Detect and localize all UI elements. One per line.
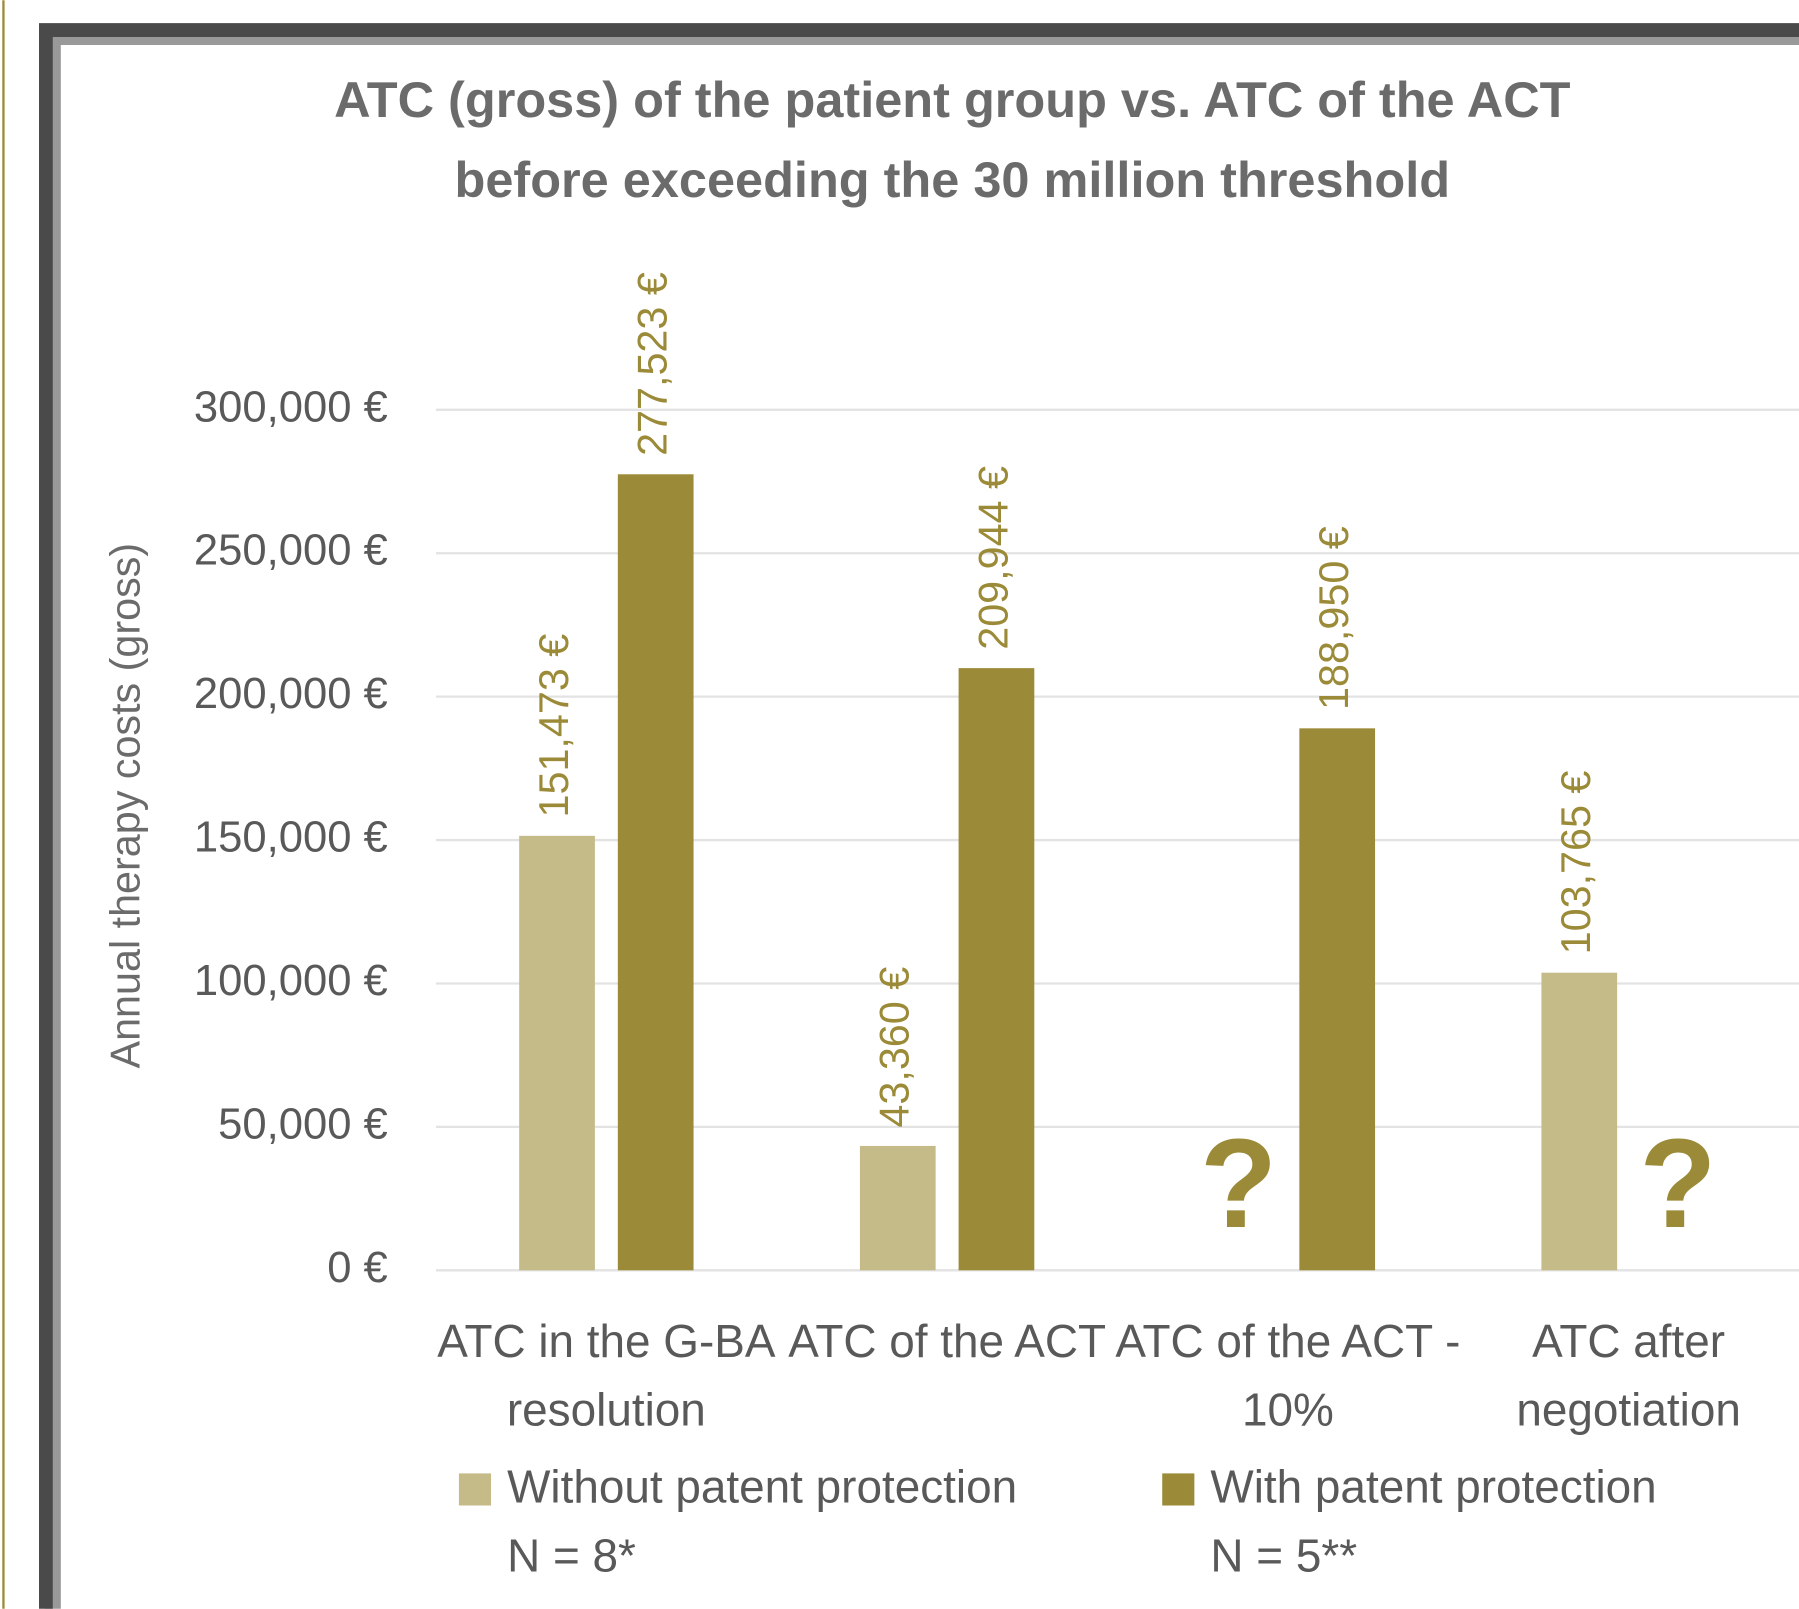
legend-note: N = 8* — [507, 1530, 636, 1582]
bar — [958, 668, 1035, 1271]
y-tick-label: 150,000 € — [194, 814, 388, 862]
y-tick-label: 250,000 € — [194, 527, 388, 575]
legend-note: N = 5** — [1210, 1530, 1357, 1582]
data-label: 209,944 € — [970, 466, 1016, 650]
frame — [39, 23, 1799, 1609]
x-tick-label: ATC of the ACT -10% — [1115, 1315, 1460, 1436]
bar — [1541, 972, 1618, 1271]
x-tick-label: ATC in the G-BA resolution — [437, 1315, 776, 1436]
bar — [519, 835, 595, 1271]
legend-label: With patent protection — [1210, 1461, 1656, 1513]
x-tick-label: ATC after negotiation — [1516, 1315, 1740, 1436]
data-label: 277,523 € — [630, 272, 676, 456]
data-label: 103,765 € — [1553, 771, 1599, 955]
legend-swatch — [458, 1473, 492, 1506]
y-tick-label: 200,000 € — [194, 670, 388, 718]
x-tick-label: ATC of the ACT — [788, 1315, 1106, 1367]
legend-label: Without patent protection — [507, 1461, 1017, 1513]
y-tick-label: 50,000 € — [218, 1100, 388, 1148]
bar — [859, 1145, 936, 1271]
data-label: 188,950 € — [1311, 526, 1357, 710]
legend-swatch — [1162, 1473, 1195, 1506]
y-tick-label: 100,000 € — [194, 957, 388, 1005]
bar — [617, 474, 694, 1271]
bar — [1299, 728, 1376, 1271]
y-tick-label: 300,000 € — [194, 383, 388, 431]
missing-marker: ? — [1200, 1113, 1277, 1254]
missing-marker: ? — [1639, 1113, 1716, 1254]
chart-title: ATC (gross) of the patient group vs. ATC… — [334, 71, 1571, 128]
y-tick-label: 0 € — [327, 1244, 388, 1292]
data-label: 151,473 € — [531, 634, 577, 818]
data-label: 43,360 € — [872, 967, 918, 1128]
chart-title: before exceeding the 30 million threshol… — [454, 151, 1450, 208]
y-axis-label: Annual therapy costs (gross) — [102, 543, 148, 1069]
